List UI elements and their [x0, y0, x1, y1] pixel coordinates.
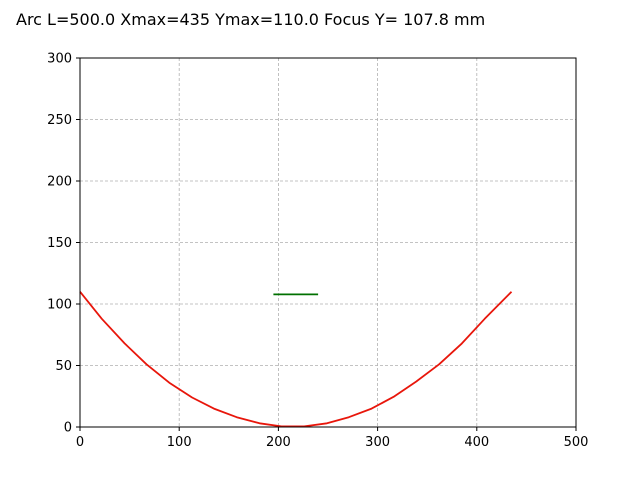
y-tick-label: 100 — [47, 298, 72, 313]
x-axis: 0 100 200 300 400 500 — [76, 427, 589, 450]
series-layer — [79, 291, 513, 428]
x-tick-label: 500 — [564, 435, 589, 450]
y-tick-label: 50 — [55, 359, 72, 374]
y-tick-label: 300 — [47, 52, 72, 67]
y-tick-label: 200 — [47, 175, 72, 190]
x-tick-label: 200 — [266, 435, 291, 450]
x-tick-label: 300 — [365, 435, 390, 450]
arc-curve-line — [79, 291, 513, 428]
y-tick-label: 0 — [64, 421, 72, 436]
x-tick-label: 0 — [76, 435, 84, 450]
chart-title: Arc L=500.0 Xmax=435 Ymax=110.0 Focus Y=… — [16, 10, 486, 29]
y-axis: 0 50 100 150 200 250 300 — [47, 52, 80, 436]
x-tick-label: 400 — [464, 435, 489, 450]
y-tick-label: 250 — [47, 113, 72, 128]
x-tick-label: 100 — [167, 435, 192, 450]
y-tick-label: 150 — [47, 236, 72, 251]
